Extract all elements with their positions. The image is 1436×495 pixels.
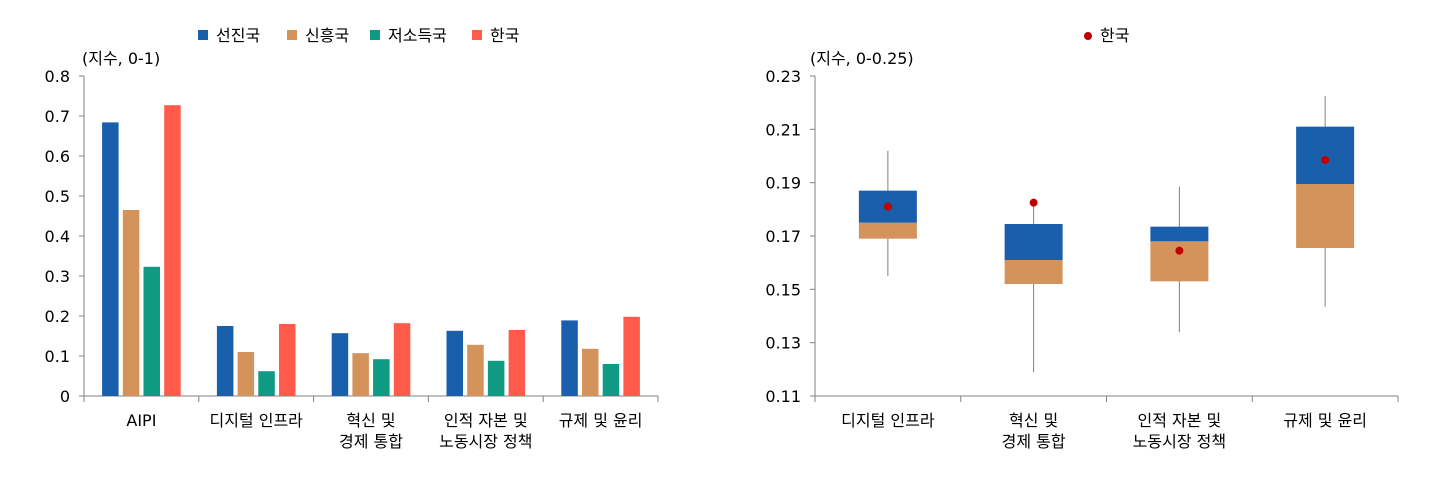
x-tick-label: 디지털 인프라	[841, 411, 935, 430]
bar	[216, 326, 234, 396]
box-chart-y-axis-label: (지수, 0-0.25)	[810, 49, 914, 68]
legend-swatch	[370, 30, 380, 40]
box-upper	[1296, 126, 1355, 184]
legend-swatch	[198, 30, 208, 40]
x-tick-label: 디지털 인프라	[209, 411, 303, 430]
bar	[446, 330, 463, 396]
bar	[487, 360, 505, 396]
bar	[561, 320, 578, 396]
bar-chart-axes: 0 0.1 0.2 0.3 0.4 0.5 0.6 0.7 0.8 AIPI 디지털 인프라 혁신 및…	[45, 67, 659, 451]
y-tick-label: 0.6	[45, 147, 70, 166]
y-tick-label: 0.17	[765, 227, 801, 246]
korea-point	[1175, 246, 1184, 255]
box-lower	[858, 222, 917, 239]
legend-marker	[1084, 32, 1092, 40]
y-tick-label: 0.7	[45, 107, 70, 126]
x-tick-label: 경제 통합	[1002, 432, 1066, 451]
y-tick-label: 0.23	[765, 67, 801, 86]
box-chart-boxes	[858, 96, 1355, 372]
x-tick-label: 노동시장 정책	[439, 432, 532, 451]
box-chart-axes: 0.11 0.13 0.15 0.17 0.19 0.21 0.23 디지털 인프라 혁신 및경…	[765, 67, 1399, 451]
bar-chart-y-axis-label: (지수, 0-1)	[82, 49, 160, 68]
bar-chart: 선진국 신흥국 저소득국 한국 (지수, 0-1) 00.10.20.30.40.50…	[45, 26, 659, 451]
bar	[508, 330, 526, 396]
legend-label: 저소득국	[388, 26, 447, 45]
legend-swatch	[472, 30, 482, 40]
bar	[467, 344, 484, 396]
x-tick-label: 노동시장 정책	[1133, 432, 1226, 451]
bar-chart-bars	[102, 105, 640, 397]
bar	[102, 122, 119, 397]
legend-label: 신흥국	[305, 26, 349, 45]
korea-point	[1029, 198, 1038, 207]
x-tick-label: 인적 자본 및	[1137, 411, 1221, 430]
x-tick-label: 혁신 및	[346, 411, 395, 430]
bar	[373, 359, 390, 396]
bar	[143, 266, 160, 396]
korea-point	[883, 202, 892, 211]
y-tick-label: 0.15	[765, 280, 801, 299]
legend-swatch	[287, 30, 297, 40]
box-chart: 한국 (지수, 0-0.25) 0.11 0.13 0.15 0.17 0.19 0.21…	[765, 26, 1399, 451]
legend-label: 한국	[1100, 26, 1129, 45]
x-tick-label: AIPI	[126, 411, 156, 430]
x-tick-label: 경제 통합	[339, 432, 403, 451]
y-tick-label: 0.5	[45, 187, 70, 206]
bar	[237, 352, 255, 396]
y-tick-label: 0.3	[45, 267, 70, 286]
bar	[352, 353, 369, 396]
y-tick-label: 0.11	[765, 387, 801, 406]
box-lower	[1296, 184, 1355, 248]
korea-point	[1321, 156, 1330, 164]
x-tick-label: 규제 및 윤리	[1283, 411, 1367, 430]
box-lower	[1004, 260, 1063, 284]
x-tick-label: 혁신 및	[1009, 411, 1058, 430]
y-tick-label: 0.4	[45, 227, 70, 246]
legend-label: 한국	[490, 26, 519, 45]
bar	[258, 371, 275, 396]
box-upper	[1150, 226, 1209, 242]
y-tick-label: 0.21	[765, 120, 801, 139]
bar	[331, 333, 349, 396]
x-tick-label: 규제 및 윤리	[559, 411, 643, 430]
y-tick-label: 0.1	[45, 347, 70, 366]
bar	[122, 210, 140, 396]
bar	[393, 323, 411, 396]
x-tick-label: 인적 자본 및	[444, 411, 528, 430]
bar	[279, 324, 296, 396]
bar	[623, 316, 640, 396]
legend-label: 선진국	[216, 26, 260, 45]
y-tick-label: 0.19	[765, 174, 801, 193]
y-tick-label: 0.2	[45, 307, 70, 326]
box-upper	[1004, 224, 1063, 260]
y-tick-label: 0.8	[45, 67, 70, 86]
bar	[602, 364, 620, 396]
box-chart-legend: 한국	[1084, 26, 1129, 45]
y-tick-label: 0.13	[765, 334, 801, 353]
bar	[164, 105, 181, 396]
bar-chart-legend: 선진국 신흥국 저소득국 한국	[198, 26, 519, 45]
y-tick-label: 0	[60, 387, 70, 406]
bar	[582, 348, 599, 396]
